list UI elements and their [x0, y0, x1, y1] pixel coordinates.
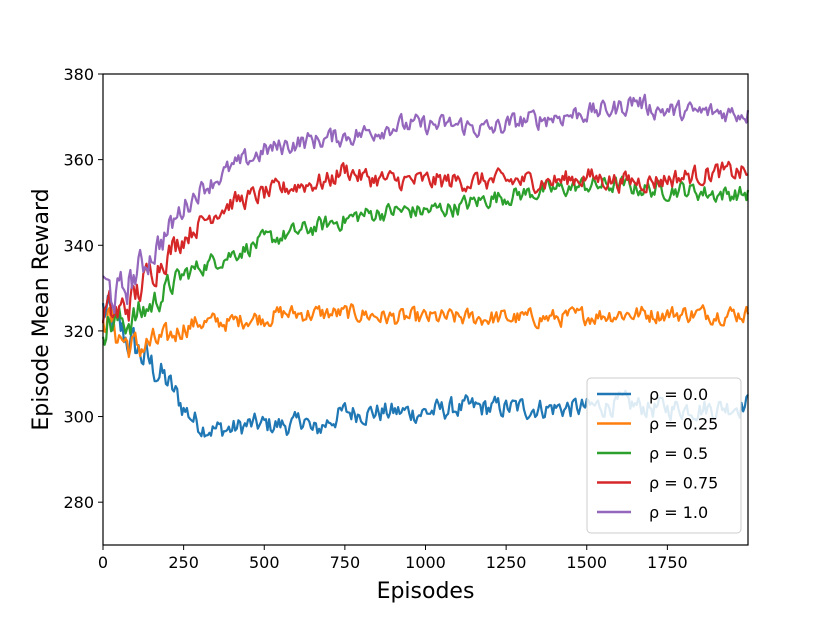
- axis-layer: 0 250 500 750 1000 1250 1500 1750 280 300 320 340 36…: [63, 65, 687, 572]
- y-tick-label-5: 380: [63, 65, 94, 84]
- series-line-2: [101, 175, 750, 346]
- y-axis-label: Episode Mean Reward: [29, 188, 54, 430]
- y-tick-label-0: 280: [63, 493, 94, 512]
- legend-box: [586, 377, 742, 534]
- x-tick-label-4: 1000: [405, 553, 446, 572]
- y-tick-label-3: 340: [63, 236, 94, 255]
- x-tick-label-5: 1250: [486, 553, 527, 572]
- legend-label-2: ρ = 0.5: [649, 444, 708, 463]
- series-line-1: [101, 303, 750, 359]
- legend: ρ = 0.0 ρ = 0.25 ρ = 0.5 ρ = 0.75 ρ = 1.0: [586, 377, 742, 534]
- y-tick-label-4: 360: [63, 151, 94, 170]
- x-axis-label: Episodes: [377, 579, 475, 604]
- series-line-4: [102, 93, 750, 315]
- x-tick-label-3: 750: [330, 553, 361, 572]
- x-tick-label-0: 0: [98, 553, 108, 572]
- legend-label-1: ρ = 0.25: [649, 415, 718, 434]
- x-tick-label-7: 1750: [647, 553, 688, 572]
- legend-label-3: ρ = 0.75: [649, 474, 718, 493]
- x-tick-label-2: 500: [249, 553, 280, 572]
- y-tick-label-2: 320: [63, 322, 94, 341]
- y-tick-label-1: 300: [63, 408, 94, 427]
- series-line-3: [101, 160, 749, 324]
- x-tick-label-6: 1500: [566, 553, 607, 572]
- legend-label-0: ρ = 0.0: [649, 385, 708, 404]
- legend-label-4: ρ = 1.0: [649, 503, 708, 522]
- x-tick-label-1: 250: [168, 553, 199, 572]
